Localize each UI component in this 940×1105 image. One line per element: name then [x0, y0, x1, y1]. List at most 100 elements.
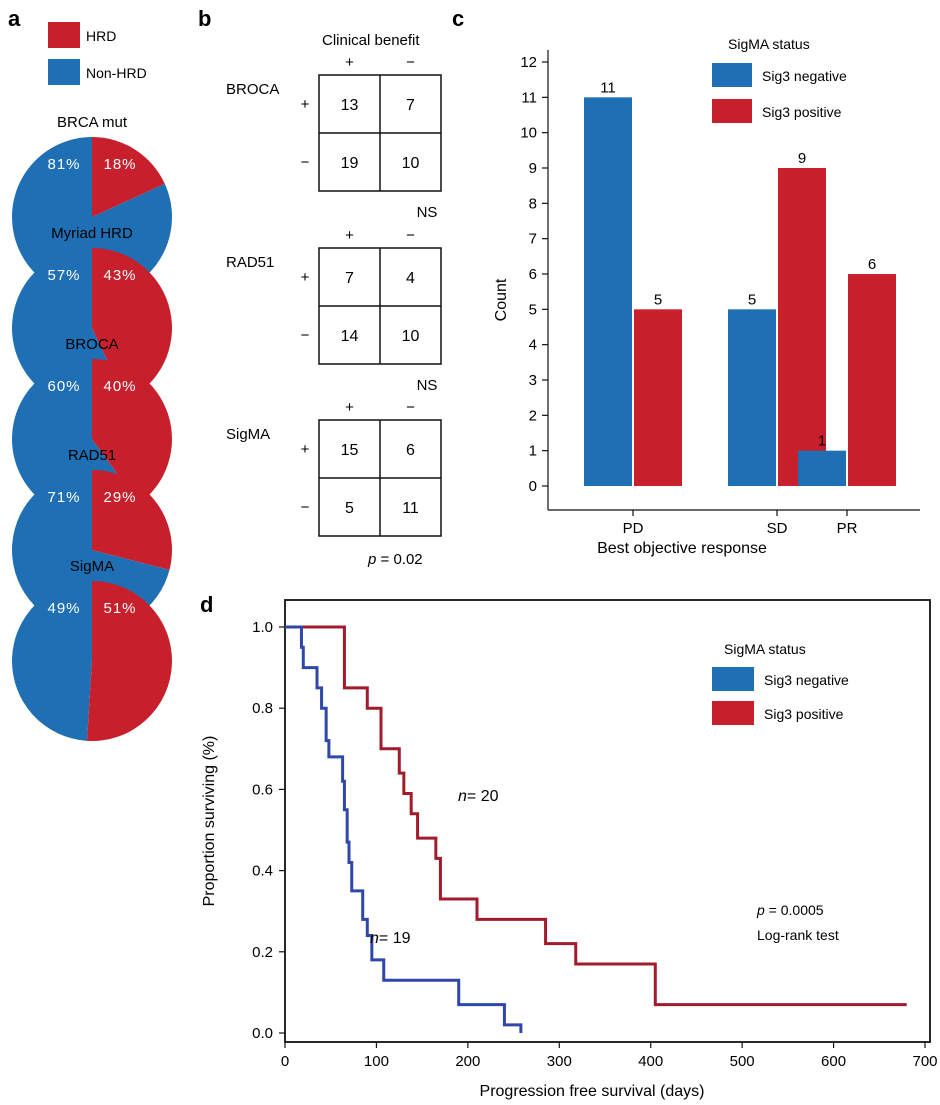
y-tick-label: 8	[529, 195, 537, 212]
km-legend-label: Sig3 positive	[764, 706, 844, 722]
bar-legend-label: Sig3 positive	[762, 104, 842, 120]
pie-slice-nonhrd	[12, 470, 170, 630]
pie-charts: BRCA mut 81% 18% Myriad HRD 57% 43% BROCA 60% 40…	[11, 114, 173, 741]
table-cell: 6	[406, 442, 415, 459]
n-symbol: n	[458, 788, 467, 805]
pie-slice-hrd	[92, 137, 165, 217]
legend-label-hrd: HRD	[86, 28, 116, 44]
y-tick-label: 2	[529, 407, 537, 424]
contingency-tables: + − BROCA + − 13 7 19 10 NS + − RAD51 + − 7 4 14 10 NS + − Sig…	[226, 54, 442, 568]
n-label: n= 20	[458, 788, 499, 805]
bar	[634, 309, 682, 486]
table-cell: 10	[402, 328, 420, 345]
row-header-minus: −	[301, 499, 310, 516]
x-tick-label: 500	[730, 1053, 755, 1070]
x-tick-label: 600	[821, 1053, 846, 1070]
y-tick-label: 3	[529, 372, 537, 389]
x-tick-label: PD	[623, 520, 644, 537]
column-header-minus: −	[406, 54, 415, 71]
column-header-minus: −	[406, 227, 415, 244]
x-tick-label: 200	[455, 1053, 480, 1070]
x-tick-label: 100	[364, 1053, 389, 1070]
km-legend-swatch	[712, 701, 754, 725]
pie-title: BROCA	[65, 336, 118, 353]
table-row-name: RAD51	[226, 254, 274, 271]
table-cell: 11	[402, 500, 419, 517]
bar-legend-title: SigMA status	[728, 36, 810, 52]
survival-curve	[285, 625, 523, 1033]
y-tick-label: 1	[529, 443, 537, 460]
x-axis-title: Progression free survival (days)	[480, 1083, 705, 1100]
n-symbol: n	[370, 930, 379, 947]
pie-label-hrd: 51%	[103, 600, 136, 617]
y-tick-label: 9	[529, 160, 537, 177]
logrank-test-label: Log-rank test	[757, 927, 839, 943]
table-cell: 7	[345, 270, 354, 287]
legend-swatch-hrd	[48, 22, 80, 48]
pie-label-nonhrd: 57%	[47, 267, 80, 284]
pie-legend: HRD Non-HRD	[48, 22, 147, 85]
row-header-plus: +	[301, 96, 310, 113]
pie-slice-hrd	[92, 359, 173, 504]
table-cell: 5	[345, 500, 354, 517]
panel-label-a: a	[8, 6, 21, 31]
logrank-p-value: p = 0.0005	[756, 902, 824, 918]
pie-label-hrd: 18%	[103, 156, 136, 173]
pie-label-nonhrd: 71%	[47, 489, 80, 506]
x-tick-label: 0	[281, 1053, 289, 1070]
n-label: n= 19	[370, 930, 411, 947]
survival-curve	[285, 625, 907, 1007]
bar-data-label: 6	[868, 256, 876, 273]
pie-label-hrd: 43%	[103, 267, 136, 284]
y-tick-label: 11	[521, 89, 537, 106]
column-header-plus: +	[345, 227, 354, 244]
table-row-name: SigMA	[226, 426, 270, 443]
bar	[778, 168, 826, 486]
legend-label-nonhrd: Non-HRD	[86, 65, 147, 81]
stat-p: p	[367, 551, 376, 568]
km-legend-title: SigMA status	[724, 641, 806, 657]
y-tick-label: 0.8	[252, 700, 273, 717]
bar	[798, 450, 846, 486]
y-tick-label: 12	[520, 54, 537, 71]
pie-label-hrd: 40%	[103, 378, 136, 395]
column-header-minus: −	[406, 399, 415, 416]
bar	[848, 274, 896, 486]
pie-title: RAD51	[68, 447, 116, 464]
bar	[728, 309, 776, 486]
table-header-clinical-benefit: Clinical benefit	[322, 32, 420, 49]
n-value: = 20	[467, 788, 499, 805]
pie-label-hrd: 29%	[103, 489, 136, 506]
pie-slice-hrd	[92, 470, 173, 570]
x-tick-label: 400	[638, 1053, 663, 1070]
y-tick-label: 5	[529, 301, 537, 318]
stat-value: = 0.02	[376, 551, 422, 568]
survival-chart: 0 100 200 300 400 500 600 700 0.0 0.2 0.4 0.6 0.8 1.0…	[201, 599, 938, 1100]
p-value: = 0.0005	[765, 902, 824, 918]
table-cell: 13	[341, 97, 359, 114]
panel-label-c: c	[452, 6, 464, 31]
y-tick-label: 0.2	[252, 944, 273, 961]
y-tick-label: 0.0	[252, 1025, 273, 1042]
km-legend-label: Sig3 negative	[764, 672, 849, 688]
bar	[584, 97, 632, 486]
bar-legend-swatch	[712, 99, 752, 123]
bar-data-label: 5	[654, 291, 662, 308]
y-tick-label: 0	[529, 478, 537, 495]
bar-data-label: 9	[798, 150, 806, 167]
table-cell: 7	[406, 97, 415, 114]
table-stat: p = 0.02	[367, 551, 423, 568]
y-tick-label: 6	[529, 266, 537, 283]
x-tick-label: 700	[912, 1053, 937, 1070]
x-tick-label: SD	[767, 520, 788, 537]
column-header-plus: +	[345, 54, 354, 71]
row-header-minus: −	[301, 154, 310, 171]
y-tick-label: 0.6	[252, 781, 273, 798]
p-symbol: p	[756, 902, 765, 918]
table-cell: 10	[402, 155, 420, 172]
plot-frame	[284, 599, 931, 1043]
pie-title: Myriad HRD	[51, 225, 133, 242]
table-stat: NS	[417, 377, 438, 394]
